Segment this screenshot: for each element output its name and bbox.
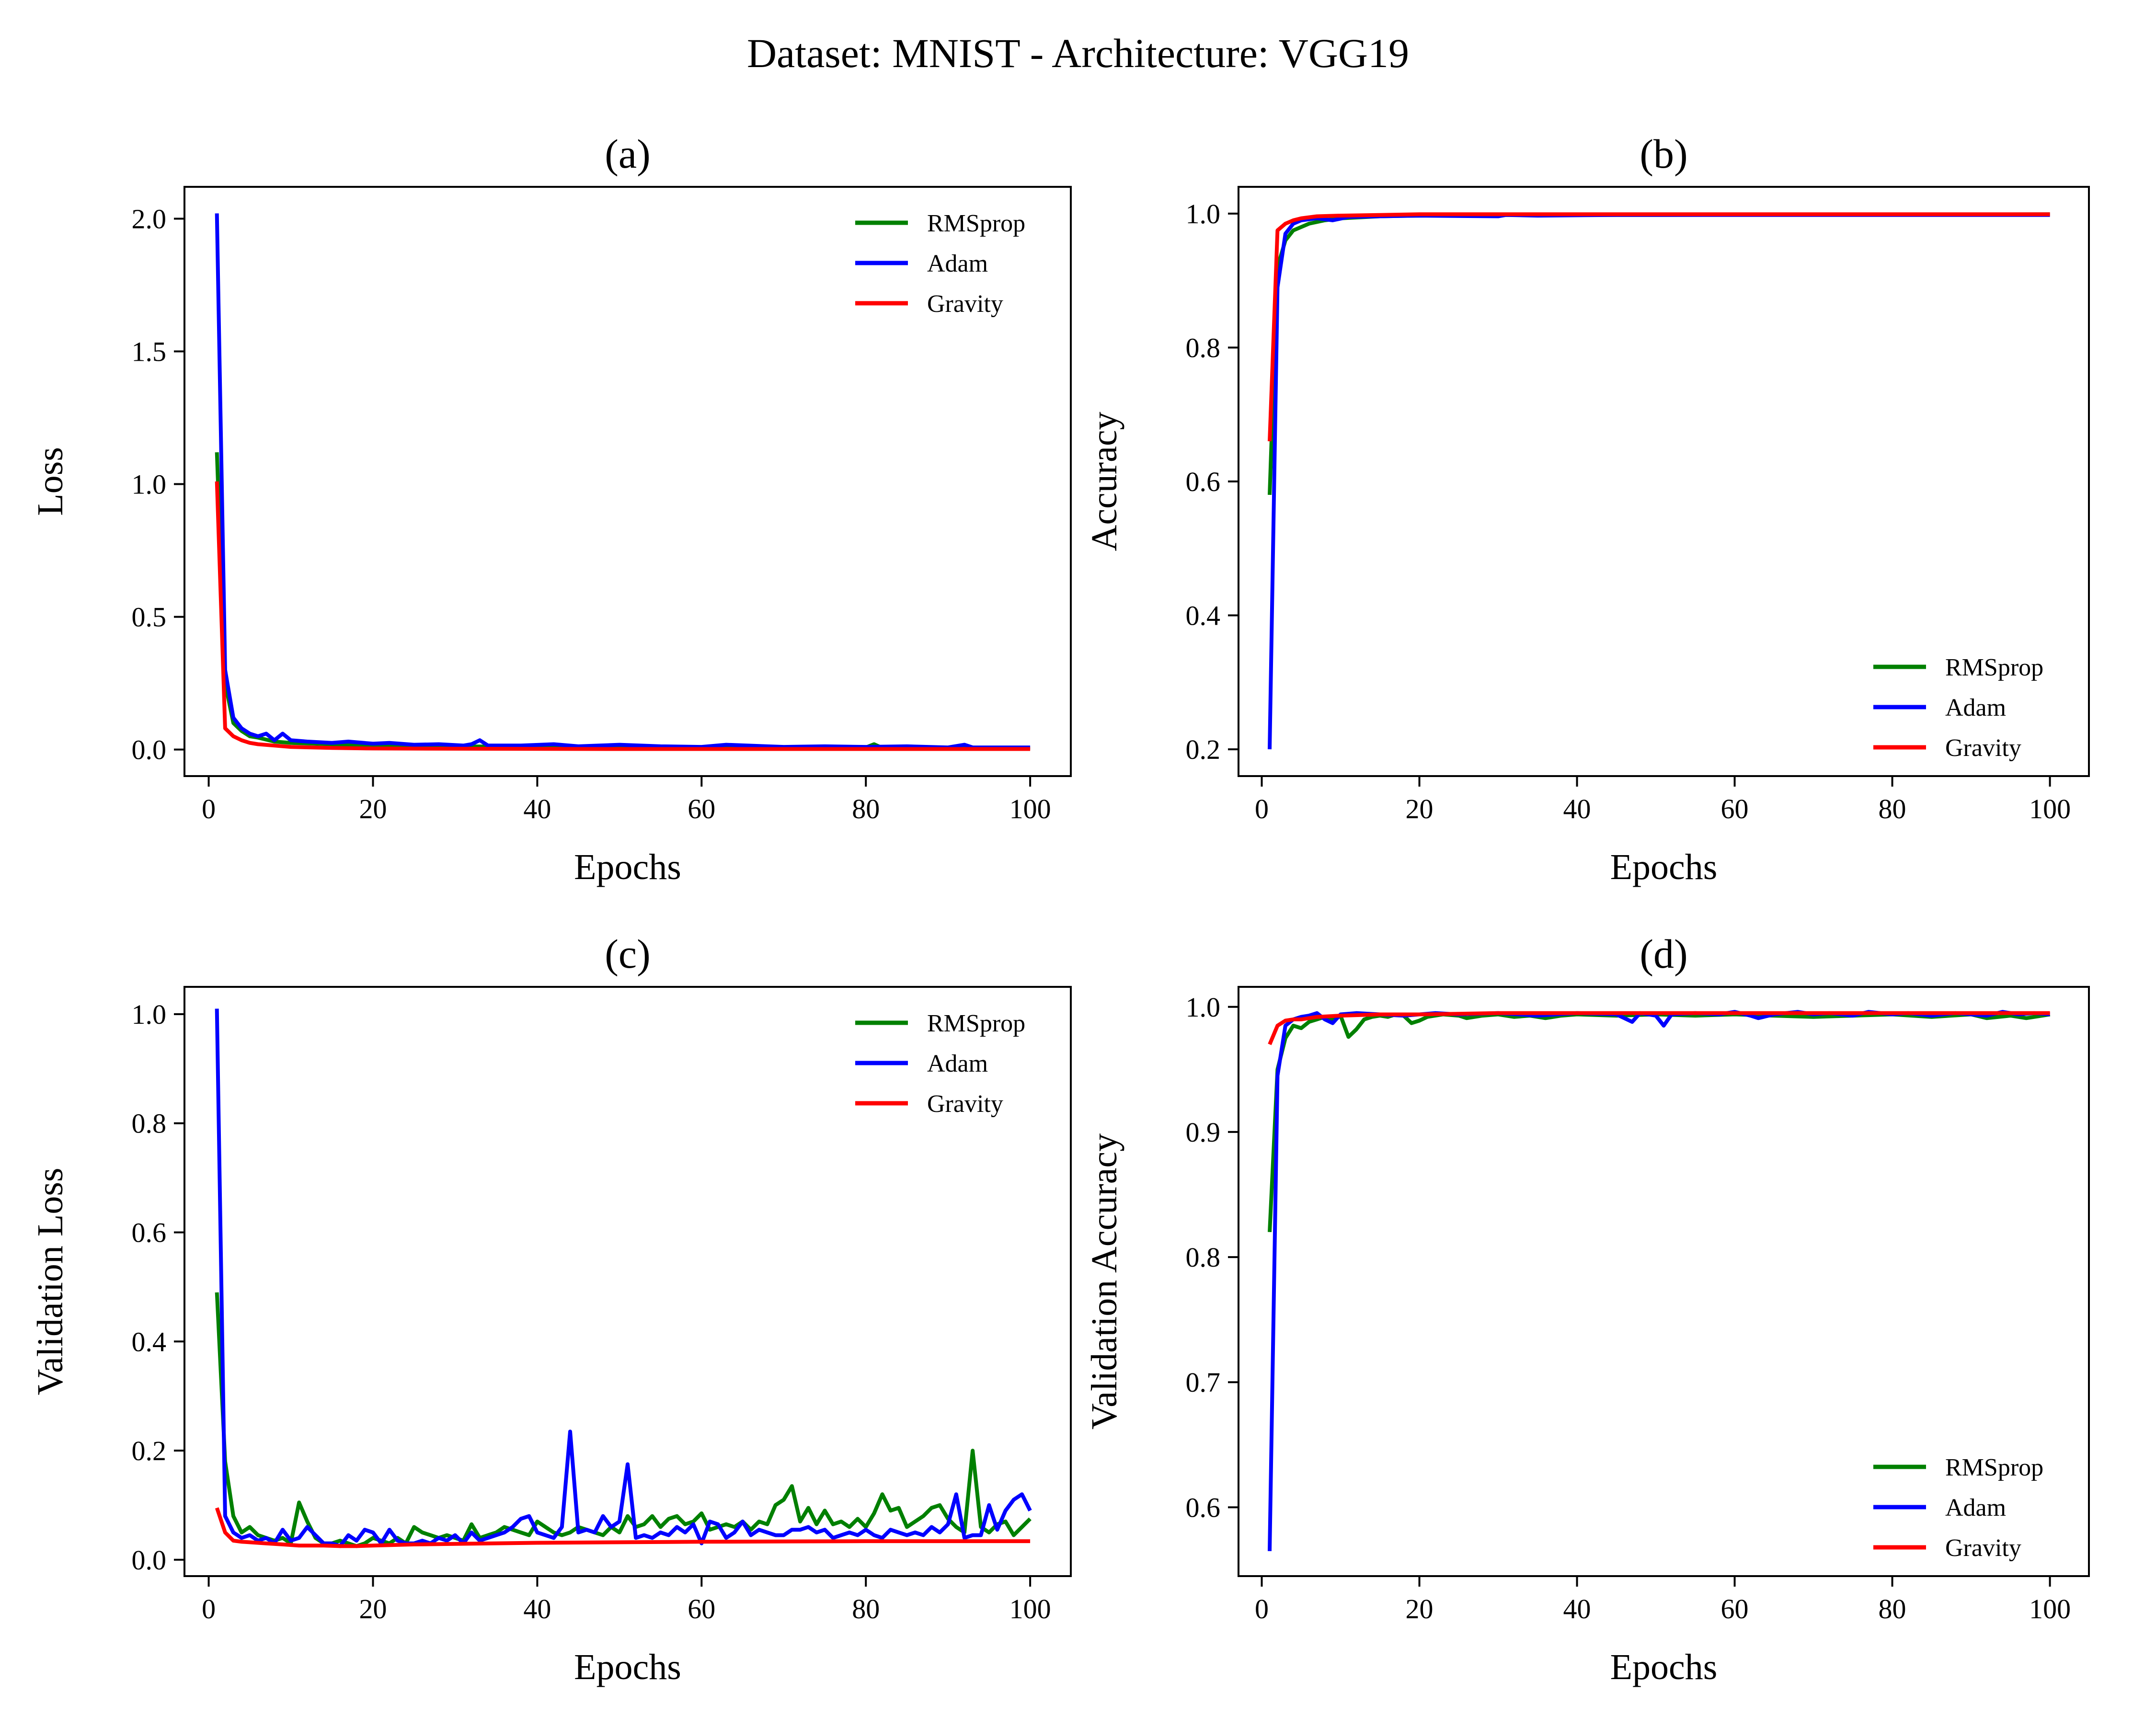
plot-frame bbox=[183, 986, 1072, 1577]
x-tick-label: 80 bbox=[1879, 1593, 1906, 1624]
subplot-a: (a) 0 20 40 60 80 100 0.0 0.5 1.0 1.5 2.0 Epochs Loss… bbox=[30, 131, 1072, 887]
series-line-adam bbox=[1268, 1010, 2050, 1551]
legend-label: RMSprop bbox=[927, 210, 1025, 237]
series-line-gravity bbox=[1268, 1011, 2050, 1045]
x-tick-label: 40 bbox=[1563, 793, 1591, 824]
legend-label: Adam bbox=[927, 250, 988, 277]
series-line-adam bbox=[1268, 213, 2050, 750]
plot-frame bbox=[1238, 186, 2090, 777]
legend: RMSprop Adam Gravity bbox=[855, 1010, 1025, 1118]
series-line-rmsprop bbox=[215, 1292, 1032, 1548]
series-line-gravity bbox=[215, 1507, 1031, 1548]
subplot-c: (c) 0 20 40 60 80 100 0.0 0.2 0.4 0.6 0.8 1.0 Epochs V… bbox=[30, 931, 1072, 1687]
x-axis-label: Epochs bbox=[574, 847, 681, 887]
x-tick-label: 80 bbox=[852, 793, 880, 824]
subplot-d: (d) 0 20 40 60 80 100 0.6 0.7 0.8 0.9 1.0 Epochs Vali… bbox=[1084, 931, 2090, 1687]
y-tick-label: 0.9 bbox=[1186, 1117, 1221, 1148]
x-axis-label: Epochs bbox=[1610, 847, 1718, 887]
series-line-rmsprop bbox=[1268, 1012, 2051, 1232]
y-axis-label: Validation Accuracy bbox=[1084, 1133, 1124, 1430]
legend-label: Adam bbox=[1945, 1494, 2006, 1521]
legend-label: Gravity bbox=[927, 1090, 1003, 1118]
y-tick-label: 1.0 bbox=[1186, 992, 1221, 1023]
x-tick-label: 0 bbox=[1255, 793, 1269, 824]
series-line-rmsprop bbox=[215, 452, 1031, 750]
y-tick-label: 0.5 bbox=[132, 602, 167, 633]
legend-label: Gravity bbox=[1945, 1534, 2021, 1562]
panel-title: (a) bbox=[605, 131, 650, 177]
y-tick-label: 0.4 bbox=[1186, 600, 1221, 631]
y-tick-label: 0.8 bbox=[132, 1108, 167, 1139]
series-line-gravity bbox=[215, 481, 1031, 751]
panel-title: (b) bbox=[1640, 131, 1687, 177]
x-tick-label: 100 bbox=[1009, 793, 1051, 824]
legend-label: Adam bbox=[927, 1050, 988, 1077]
y-tick-label: 1.0 bbox=[1186, 198, 1221, 229]
x-tick-label: 60 bbox=[688, 793, 715, 824]
y-axis-label: Loss bbox=[30, 447, 70, 516]
y-tick-label: 0.6 bbox=[1186, 1492, 1221, 1523]
x-tick-label: 40 bbox=[523, 1593, 551, 1624]
x-tick-label: 20 bbox=[359, 1593, 387, 1624]
y-tick-label: 0.6 bbox=[132, 1217, 167, 1248]
y-tick-label: 0.0 bbox=[132, 1544, 167, 1576]
y-axis-label: Validation Loss bbox=[30, 1168, 70, 1395]
legend: RMSprop Adam Gravity bbox=[1873, 654, 2043, 762]
x-tick-label: 0 bbox=[202, 793, 216, 824]
y-tick-label: 1.5 bbox=[132, 336, 167, 367]
x-axis-label: Epochs bbox=[574, 1647, 681, 1687]
x-tick-label: 60 bbox=[1721, 1593, 1749, 1624]
x-tick-label: 80 bbox=[1879, 793, 1906, 824]
subplot-b: (b) 0 20 40 60 80 100 0.2 0.4 0.6 0.8 1.0 Epochs Accu… bbox=[1084, 131, 2090, 887]
series-line-gravity bbox=[1268, 212, 2050, 442]
x-tick-label: 20 bbox=[359, 793, 387, 824]
legend-label: RMSprop bbox=[1945, 1454, 2043, 1481]
series-line-rmsprop bbox=[1268, 212, 2050, 495]
legend-label: Adam bbox=[1945, 694, 2006, 721]
x-tick-label: 20 bbox=[1406, 1593, 1434, 1624]
legend-label: RMSprop bbox=[1945, 654, 2043, 681]
x-tick-label: 60 bbox=[688, 1593, 715, 1624]
legend: RMSprop Adam Gravity bbox=[855, 210, 1025, 318]
legend-label: Gravity bbox=[1945, 734, 2021, 762]
x-tick-label: 100 bbox=[1009, 1593, 1051, 1624]
x-tick-label: 0 bbox=[1255, 1593, 1269, 1624]
x-tick-label: 80 bbox=[852, 1593, 880, 1624]
x-tick-label: 100 bbox=[2029, 793, 2071, 824]
x-tick-label: 60 bbox=[1721, 793, 1749, 824]
legend-label: Gravity bbox=[927, 290, 1003, 318]
x-tick-label: 40 bbox=[523, 793, 551, 824]
y-axis-label: Accuracy bbox=[1084, 412, 1124, 551]
y-tick-label: 1.0 bbox=[132, 999, 167, 1030]
x-tick-label: 0 bbox=[202, 1593, 216, 1624]
y-tick-label: 0.8 bbox=[1186, 332, 1221, 363]
y-tick-label: 0.0 bbox=[132, 734, 167, 766]
x-axis-label: Epochs bbox=[1610, 1647, 1718, 1687]
legend-label: RMSprop bbox=[927, 1010, 1025, 1037]
y-tick-label: 1.0 bbox=[132, 469, 167, 500]
plot-frame bbox=[183, 186, 1072, 777]
y-tick-label: 0.4 bbox=[132, 1326, 167, 1357]
y-tick-label: 0.7 bbox=[1186, 1367, 1221, 1398]
series-line-adam bbox=[215, 213, 1031, 750]
x-tick-label: 100 bbox=[2029, 1593, 2071, 1624]
y-tick-label: 0.8 bbox=[1186, 1242, 1221, 1273]
figure-title: Dataset: MNIST - Architecture: VGG19 bbox=[747, 30, 1409, 76]
panel-title: (c) bbox=[605, 931, 650, 977]
y-tick-label: 0.2 bbox=[1186, 734, 1221, 765]
x-tick-label: 20 bbox=[1406, 793, 1434, 824]
x-tick-label: 40 bbox=[1563, 1593, 1591, 1624]
panel-title: (d) bbox=[1640, 931, 1687, 977]
y-tick-label: 0.2 bbox=[132, 1435, 167, 1466]
series-line-adam bbox=[215, 1008, 1032, 1548]
legend: RMSprop Adam Gravity bbox=[1873, 1454, 2043, 1562]
y-tick-label: 0.6 bbox=[1186, 466, 1221, 497]
y-tick-label: 2.0 bbox=[132, 203, 167, 234]
plot-frame bbox=[1238, 986, 2090, 1577]
